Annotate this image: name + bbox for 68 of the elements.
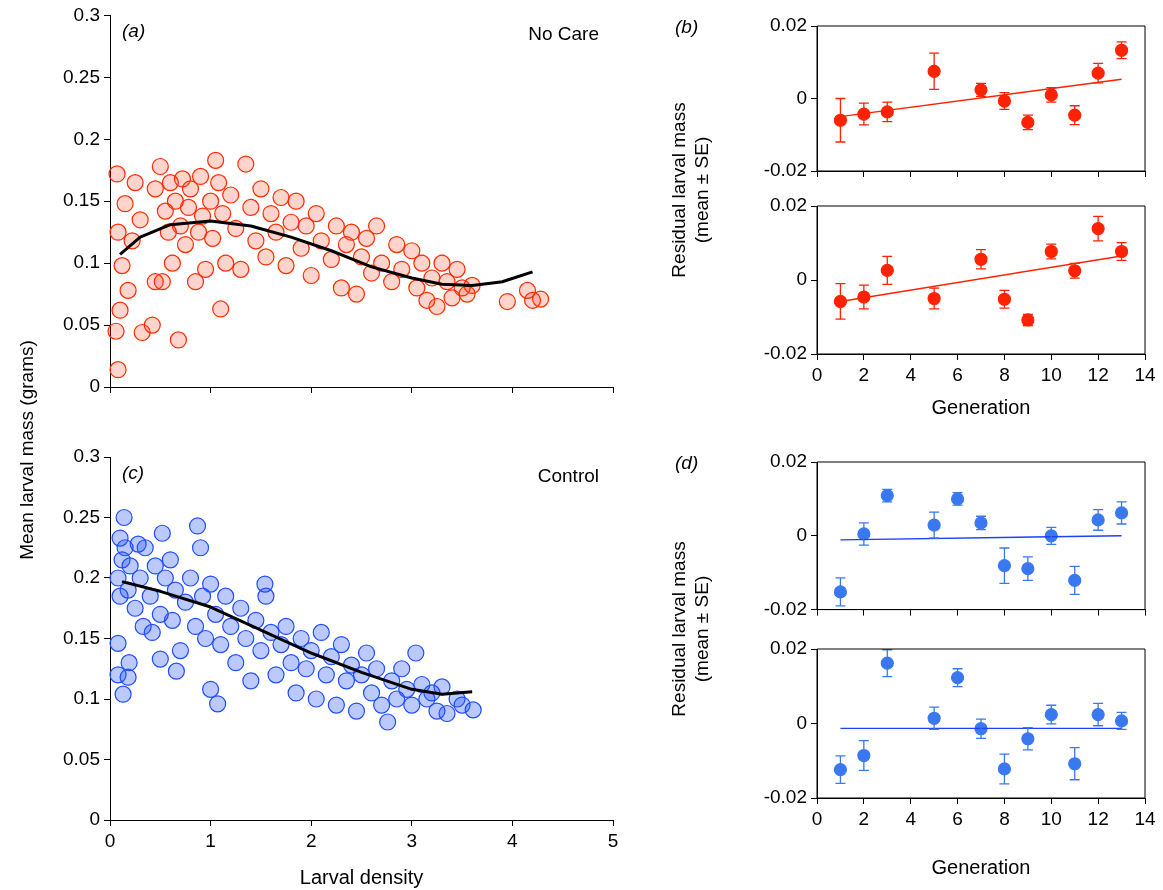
y-tick-label: 0.25 (63, 65, 100, 87)
x-tick-label: 10 (1040, 363, 1062, 385)
y-tick-label: 0.25 (63, 505, 100, 527)
y-tick-label: 0.05 (63, 313, 100, 335)
x-tick-label: 12 (1087, 807, 1109, 829)
x-tick-label: 0 (811, 807, 823, 829)
point (997, 559, 1012, 573)
x-tick-label: 2 (858, 807, 870, 829)
x-tick-label: 6 (952, 807, 963, 829)
annotation: No Care (528, 23, 599, 45)
x-axis-title: Generation (931, 395, 1031, 418)
point (880, 263, 894, 277)
y-tick-label: 0.02 (770, 637, 807, 659)
y-tick-label: 0.3 (73, 3, 100, 25)
x-tick-label: 8 (999, 807, 1010, 829)
y-tick-label: 0.15 (63, 189, 100, 211)
y-tick-label: 0 (796, 524, 807, 546)
x-tick-label: 14 (1134, 363, 1156, 385)
y-tick-label: 0.02 (770, 450, 807, 472)
point (1114, 506, 1129, 520)
annotation: Control (537, 464, 599, 486)
x-tick-label: 6 (952, 363, 963, 385)
y-tick-label: -0.02 (763, 597, 807, 619)
x-tick-label: 10 (1040, 807, 1062, 829)
x-tick-label: 4 (905, 363, 917, 385)
x-tick-label: 2 (858, 363, 870, 385)
y-tick-label: 0.2 (73, 566, 100, 588)
y-tick-label: 0.15 (63, 626, 100, 648)
x-tick-label: 0 (104, 829, 116, 851)
y-tick-label: 0.3 (73, 445, 100, 467)
x-tick-label: 5 (607, 829, 619, 851)
y-tick-label: 0 (796, 86, 807, 108)
x-axis-title: Generation (931, 855, 1031, 878)
y-axis-title: Mean larval mass (grams) (14, 339, 38, 562)
y-axis-title: Residual larval mass (mean ± SE) (667, 540, 713, 719)
y-tick-label: 0.2 (73, 127, 100, 149)
x-tick-label: 12 (1087, 363, 1109, 385)
x-tick-label: 3 (406, 829, 418, 851)
y-tick-label: 0.1 (73, 687, 100, 709)
chart-title: (b) (675, 15, 699, 37)
x-tick-label: 8 (999, 363, 1010, 385)
chart-title: (d) (675, 451, 699, 473)
y-tick-label: 0 (796, 711, 807, 733)
x-tick-label: 0 (811, 363, 823, 385)
x-axis-title: Larval density (299, 865, 424, 888)
y-tick-label: -0.02 (763, 786, 807, 808)
point (1068, 757, 1082, 771)
y-tick-label: 0.05 (63, 747, 100, 769)
y-tick-label: -0.02 (763, 342, 807, 364)
x-tick-label: 14 (1134, 807, 1156, 829)
x-tick-label: 2 (305, 829, 317, 851)
x-tick-label: 1 (205, 829, 216, 851)
y-tick-label: 0.1 (73, 251, 100, 273)
y-tick-label: 0.02 (770, 14, 807, 36)
point (1068, 108, 1082, 122)
y-tick-label: 0 (796, 268, 807, 290)
y-tick-label: -0.02 (763, 159, 807, 181)
point (880, 656, 894, 670)
x-tick-label: 4 (507, 829, 519, 851)
chart-title: (a) (122, 20, 146, 42)
y-tick-label: 0.02 (770, 194, 807, 216)
point (997, 762, 1012, 776)
point (833, 763, 848, 777)
x-tick-label: 4 (905, 807, 917, 829)
y-axis-title: Residual larval mass (mean ± SE) (667, 101, 713, 280)
chart-title: (c) (122, 461, 145, 483)
point (833, 585, 848, 599)
point (1068, 573, 1082, 588)
